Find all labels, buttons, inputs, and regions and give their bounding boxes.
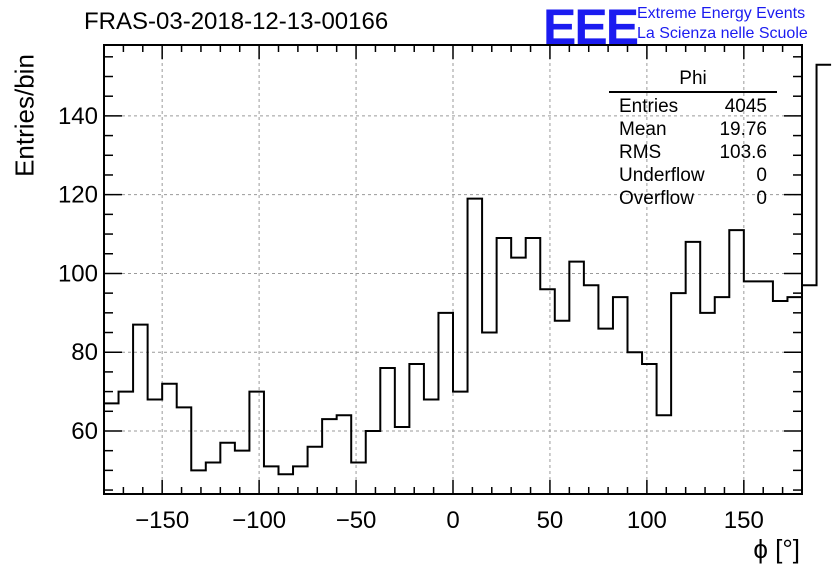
stats-label: RMS <box>619 142 662 163</box>
histogram-bin <box>511 258 526 494</box>
histogram-bin <box>657 415 672 494</box>
histogram-bin <box>468 199 483 494</box>
histogram-series <box>104 63 832 494</box>
stats-label: Mean <box>619 119 667 140</box>
x-tick-label: 0 <box>446 507 459 534</box>
histogram-bin <box>569 262 584 494</box>
stats-row-underflow: Underflow 0 <box>609 164 777 187</box>
stats-box: Phi Entries 4045 Mean 19.76 RMS 103.6 Un… <box>609 68 777 210</box>
logo-line-1: Extreme Energy Events <box>637 5 806 22</box>
stats-value: 4045 <box>724 96 767 117</box>
x-tick-label: 100 <box>627 507 667 534</box>
x-tick-label: 150 <box>724 507 764 534</box>
stats-label: Underflow <box>619 165 705 186</box>
histogram-bin <box>540 289 555 494</box>
histogram-bin <box>817 65 832 494</box>
histogram-bin <box>802 285 817 494</box>
x-tick-label: 50 <box>537 507 564 534</box>
histogram-bin <box>613 297 628 494</box>
histogram-bin <box>497 238 512 494</box>
histogram-bin <box>148 399 163 494</box>
histogram-bin <box>686 242 701 494</box>
histogram-bin <box>598 329 613 494</box>
histogram-outline <box>104 63 832 476</box>
histogram-bin <box>424 399 439 494</box>
histogram-bin <box>584 285 599 494</box>
histogram-bin <box>671 293 686 494</box>
histogram-bin <box>191 470 206 494</box>
chart-title: FRAS-03-2018-12-13-00166 <box>84 8 389 35</box>
histogram-bin <box>744 281 759 494</box>
stats-value: 0 <box>756 188 767 209</box>
histogram-bin <box>279 474 294 494</box>
histogram-bin <box>351 462 366 494</box>
y-tick-label: 80 <box>71 339 98 366</box>
x-tick-label: −50 <box>336 507 377 534</box>
eee-logo: EEE <box>543 0 639 55</box>
histogram-bin <box>787 297 802 494</box>
histogram-bin <box>628 352 643 494</box>
histogram-bin <box>337 415 352 494</box>
grid-lines <box>104 45 802 494</box>
x-tick-label: −100 <box>232 507 286 534</box>
logo-line-2: La Scienza nelle Scuole <box>637 25 808 42</box>
histogram-bin <box>773 301 788 494</box>
stats-row-overflow: Overflow 0 <box>609 187 777 210</box>
histogram-bin <box>104 403 119 494</box>
histogram-bin <box>293 466 308 494</box>
tick-labels: −150 −100 −50 0 50 100 150 60 80 100 120 140 <box>58 103 764 534</box>
y-tick-label: 60 <box>71 418 98 445</box>
histogram-bin <box>322 419 337 494</box>
histogram-bin <box>438 313 453 494</box>
histogram-bin <box>235 451 250 494</box>
y-tick-label: 100 <box>58 260 98 287</box>
stats-title: Phi <box>609 68 777 93</box>
histogram-bin <box>453 392 468 494</box>
stats-row-entries: Entries 4045 <box>609 95 777 118</box>
stats-row-mean: Mean 19.76 <box>609 118 777 141</box>
histogram-bin <box>220 443 235 494</box>
stats-row-rms: RMS 103.6 <box>609 141 777 164</box>
histogram-bin <box>366 431 381 494</box>
histogram-bin <box>380 368 395 494</box>
histogram-bin <box>177 407 192 494</box>
x-tick-label: −150 <box>135 507 189 534</box>
histogram-bin <box>249 392 264 494</box>
stats-value: 0 <box>756 165 767 186</box>
histogram-bin <box>162 384 177 494</box>
stats-label: Overflow <box>619 188 694 209</box>
histogram-bin <box>409 364 424 494</box>
histogram-bin <box>758 281 773 494</box>
histogram-bin <box>700 313 715 494</box>
histogram-bin <box>264 466 279 494</box>
x-axis-label: ϕ [°] <box>753 534 800 564</box>
histogram-bin <box>133 325 148 494</box>
y-tick-label: 120 <box>58 182 98 209</box>
histogram-bin <box>119 392 134 494</box>
stats-label: Entries <box>619 96 679 117</box>
y-tick-label: 140 <box>58 103 98 130</box>
histogram-bin <box>715 297 730 494</box>
histogram-bin <box>482 333 497 494</box>
histogram-bin <box>395 427 410 494</box>
y-axis-label: Entries/bin <box>9 54 40 177</box>
histogram-bin <box>642 364 657 494</box>
histogram-bin <box>526 238 541 494</box>
stats-value: 19.76 <box>719 119 767 140</box>
stats-value: 103.6 <box>719 142 767 163</box>
histogram-bin <box>308 447 323 494</box>
logo-caption: Extreme Energy Events La Scienza nelle S… <box>637 4 808 44</box>
histogram-bin <box>729 230 744 494</box>
axis-ticks <box>104 45 803 494</box>
histogram-bin <box>555 321 570 494</box>
histogram-bin <box>206 462 221 494</box>
